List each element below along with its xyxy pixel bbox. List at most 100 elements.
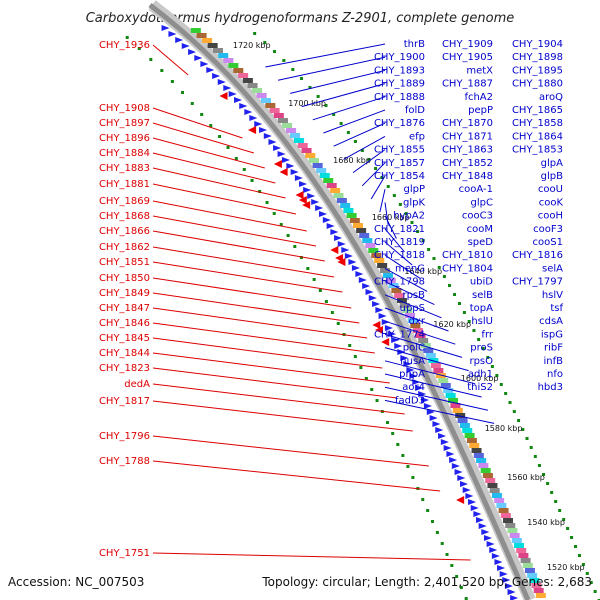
gc-dot — [404, 212, 408, 215]
cog-block — [412, 328, 423, 333]
right-gene-label: nusA — [400, 356, 425, 367]
cog-block — [286, 128, 297, 133]
right-gene-label: fchA2 — [464, 92, 493, 103]
left-gene-label: CHY_1868 — [99, 211, 150, 222]
right-gene-label: ribF — [544, 343, 563, 354]
gc-dot — [481, 347, 485, 350]
cog-block — [482, 473, 493, 478]
feature-arrow — [459, 481, 468, 487]
cog-block — [402, 308, 413, 313]
gc-dot — [242, 168, 246, 171]
feature-arrow — [394, 343, 403, 349]
right-leader-line — [384, 281, 435, 306]
feature-arrow — [212, 73, 221, 79]
right-gene-label: CHY_1858 — [512, 118, 563, 129]
cog-block — [391, 288, 402, 293]
gc-dot — [566, 527, 570, 530]
left-gene-label: CHY_1884 — [99, 148, 150, 159]
cog-blocks — [190, 28, 546, 598]
feature-arrow — [510, 595, 519, 600]
right-gene-label: CHY_1848 — [442, 171, 493, 182]
gc-dot — [504, 392, 508, 395]
cog-block — [223, 58, 234, 63]
cog-block — [507, 528, 518, 533]
gc-dot — [421, 498, 425, 501]
feature-arrow — [344, 253, 353, 259]
right-gene-label: CHY_1905 — [442, 52, 493, 63]
feature-arrow — [457, 475, 466, 481]
left-gene-label: CHY_1897 — [99, 118, 150, 129]
cog-block — [524, 568, 535, 573]
left-gene-label: CHY_1751 — [99, 548, 150, 559]
cog-block — [443, 388, 454, 393]
gc-dot — [421, 239, 425, 242]
gc-dot — [386, 421, 390, 424]
gc-dot — [299, 256, 303, 259]
cog-block — [440, 383, 451, 388]
right-leader-line — [384, 373, 482, 398]
left-gene-label: CHY_1881 — [99, 179, 150, 190]
cog-block — [349, 218, 360, 223]
gc-dot — [392, 194, 396, 197]
cog-block — [312, 163, 323, 168]
left-leader-line — [152, 383, 405, 415]
marker-triangle — [219, 92, 228, 100]
gc-dot — [445, 553, 449, 556]
cog-block — [480, 468, 491, 473]
right-gene-label: aroQ — [539, 92, 563, 103]
cog-block — [242, 78, 253, 83]
feature-arrow — [244, 109, 253, 115]
left-leader-line — [152, 230, 325, 262]
left-gene-label: CHY_1844 — [99, 348, 150, 359]
ruler-label: 1660 kbp — [372, 213, 410, 222]
right-gene-label: topA — [470, 303, 493, 314]
cog-block — [212, 48, 223, 53]
gc-dot — [589, 581, 593, 584]
feature-arrow — [502, 577, 511, 583]
cog-block — [293, 138, 304, 143]
left-leader-line — [152, 292, 360, 324]
marker-triangle — [330, 246, 339, 254]
left-gene-label: CHY_1849 — [99, 288, 150, 299]
gc-dot — [585, 572, 589, 575]
feature-arrow — [299, 181, 308, 187]
left-gene-label: CHY_1846 — [99, 318, 150, 329]
gc-dot — [318, 289, 322, 292]
right-gene-label: CHY_1853 — [512, 145, 563, 156]
gc-dot — [380, 176, 384, 179]
cog-block — [459, 423, 470, 428]
left-gene-label: CHY_1847 — [99, 303, 150, 314]
left-leader-line — [152, 44, 189, 76]
feature-arrow — [365, 289, 374, 295]
feature-arrow — [294, 175, 303, 181]
cog-block — [430, 363, 441, 368]
marker-triangle — [456, 496, 465, 504]
gc-dot — [410, 221, 414, 224]
gc-dot — [149, 58, 153, 61]
right-gene-label: CHY_1816 — [512, 250, 563, 261]
left-gene-label: CHY_1866 — [99, 226, 150, 237]
cog-block — [340, 203, 351, 208]
cog-block — [273, 113, 284, 118]
gc-dot — [190, 102, 194, 105]
feature-arrow — [440, 439, 449, 445]
feature-arrow — [286, 163, 295, 169]
feature-arrow — [188, 49, 197, 55]
cog-block — [487, 483, 498, 488]
cog-block — [356, 228, 367, 233]
cog-block — [405, 313, 416, 318]
feature-arrow — [326, 223, 335, 229]
feature-arrow — [330, 229, 339, 235]
gc-dot — [330, 311, 334, 314]
gc-dot — [570, 536, 574, 539]
right-gene-label: CHY_1852 — [442, 158, 493, 169]
feature-arrow — [375, 307, 384, 313]
feature-arrow — [348, 259, 357, 265]
gc-dot — [462, 311, 466, 314]
gc-dot — [495, 374, 499, 377]
gc-dot — [558, 509, 562, 512]
left-gene-label: CHY_1851 — [99, 257, 150, 268]
gc-dot — [554, 500, 558, 503]
cog-block — [448, 398, 459, 403]
feature-arrow — [228, 91, 237, 97]
